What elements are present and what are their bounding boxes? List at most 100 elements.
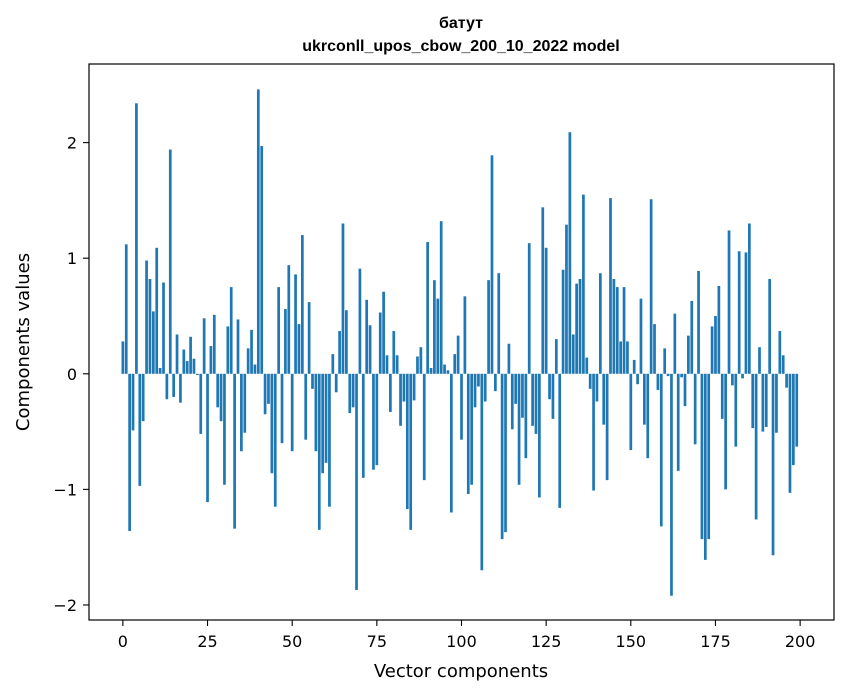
bar-134 [575, 283, 578, 374]
bar-90 [426, 242, 429, 374]
bar-186 [751, 373, 755, 429]
bar-117 [517, 373, 521, 485]
bar-57 [314, 373, 318, 452]
bar-79 [389, 373, 392, 412]
bar-170 [697, 270, 700, 374]
bar-182 [737, 251, 741, 374]
bar-81 [395, 355, 399, 374]
bar-180 [731, 373, 734, 386]
bar-87 [416, 356, 419, 374]
bar-165 [680, 373, 683, 378]
bar-40 [256, 89, 260, 374]
bar-148 [622, 287, 626, 374]
bar-101 [463, 296, 467, 374]
bar-66 [345, 310, 348, 374]
x-tick-label: 75 [367, 632, 387, 651]
bar-12 [162, 282, 165, 374]
y-tick-label: −2 [53, 596, 77, 615]
bar-150 [629, 373, 633, 451]
bar-198 [792, 373, 795, 466]
bar-7 [145, 260, 148, 374]
bar-48 [284, 309, 287, 374]
bar-11 [158, 368, 162, 374]
bar-111 [497, 273, 501, 374]
bar-169 [693, 373, 697, 445]
bar-28 [216, 373, 220, 408]
bar-102 [466, 373, 470, 495]
bar-172 [703, 373, 707, 560]
bar-55 [307, 302, 311, 374]
bar-140 [595, 373, 599, 402]
bar-45 [273, 373, 277, 507]
x-tick-label: 200 [785, 632, 816, 651]
bar-72 [365, 299, 369, 374]
bar-145 [612, 279, 616, 374]
bar-142 [602, 373, 606, 425]
bar-5 [138, 373, 142, 486]
bar-179 [727, 230, 731, 374]
bar-131 [565, 224, 568, 374]
x-tick-label: 0 [118, 632, 128, 651]
bar-20 [189, 336, 192, 374]
bar-107 [483, 373, 487, 402]
bar-188 [758, 347, 761, 374]
bar-162 [670, 373, 673, 596]
bar-137 [585, 357, 589, 374]
y-tick-label: 2 [67, 134, 77, 153]
bar-67 [348, 373, 352, 414]
bar-128 [554, 339, 558, 374]
bars-layer [121, 89, 799, 596]
bar-65 [341, 223, 345, 374]
bar-36 [243, 373, 247, 433]
bar-41 [260, 146, 264, 374]
bar-116 [514, 373, 518, 404]
bar-14 [168, 149, 172, 374]
bar-61 [328, 373, 331, 507]
bar-77 [382, 291, 385, 374]
bar-147 [619, 341, 623, 374]
bar-138 [588, 373, 592, 389]
y-tick-label: −1 [53, 480, 77, 499]
bar-29 [219, 373, 223, 422]
y-tick-label: 1 [67, 249, 77, 268]
bar-132 [568, 132, 572, 374]
bar-92 [433, 280, 436, 374]
bar-46 [277, 287, 280, 374]
bar-22 [196, 373, 199, 375]
bar-144 [609, 198, 612, 374]
bar-106 [480, 373, 484, 571]
bar-197 [788, 373, 792, 493]
bar-33 [233, 373, 236, 529]
bar-178 [724, 373, 727, 490]
bar-9 [151, 311, 155, 374]
bar-130 [561, 269, 565, 374]
bar-194 [778, 331, 782, 374]
bar-139 [592, 373, 595, 491]
bar-121 [531, 373, 534, 426]
bar-98 [453, 354, 457, 374]
bar-0 [121, 341, 125, 374]
x-tick-label: 150 [616, 632, 647, 651]
bar-151 [632, 359, 636, 374]
bar-47 [280, 373, 284, 444]
bar-96 [446, 370, 450, 374]
bar-184 [744, 252, 748, 374]
bar-160 [663, 348, 667, 374]
bar-82 [399, 373, 402, 426]
bar-155 [646, 373, 650, 459]
bar-49 [287, 265, 291, 374]
plot-frame [88, 63, 835, 621]
bar-10 [155, 247, 159, 374]
bar-15 [172, 373, 176, 397]
bar-97 [449, 373, 453, 513]
x-axis-label: Vector components [374, 661, 548, 682]
bar-110 [494, 373, 497, 392]
bar-189 [761, 373, 765, 432]
bar-38 [250, 329, 253, 374]
bar-35 [240, 373, 243, 452]
bar-112 [500, 373, 504, 540]
bar-136 [582, 194, 585, 374]
bar-163 [673, 313, 677, 374]
bar-13 [165, 373, 169, 400]
x-tick-label: 50 [282, 632, 302, 651]
